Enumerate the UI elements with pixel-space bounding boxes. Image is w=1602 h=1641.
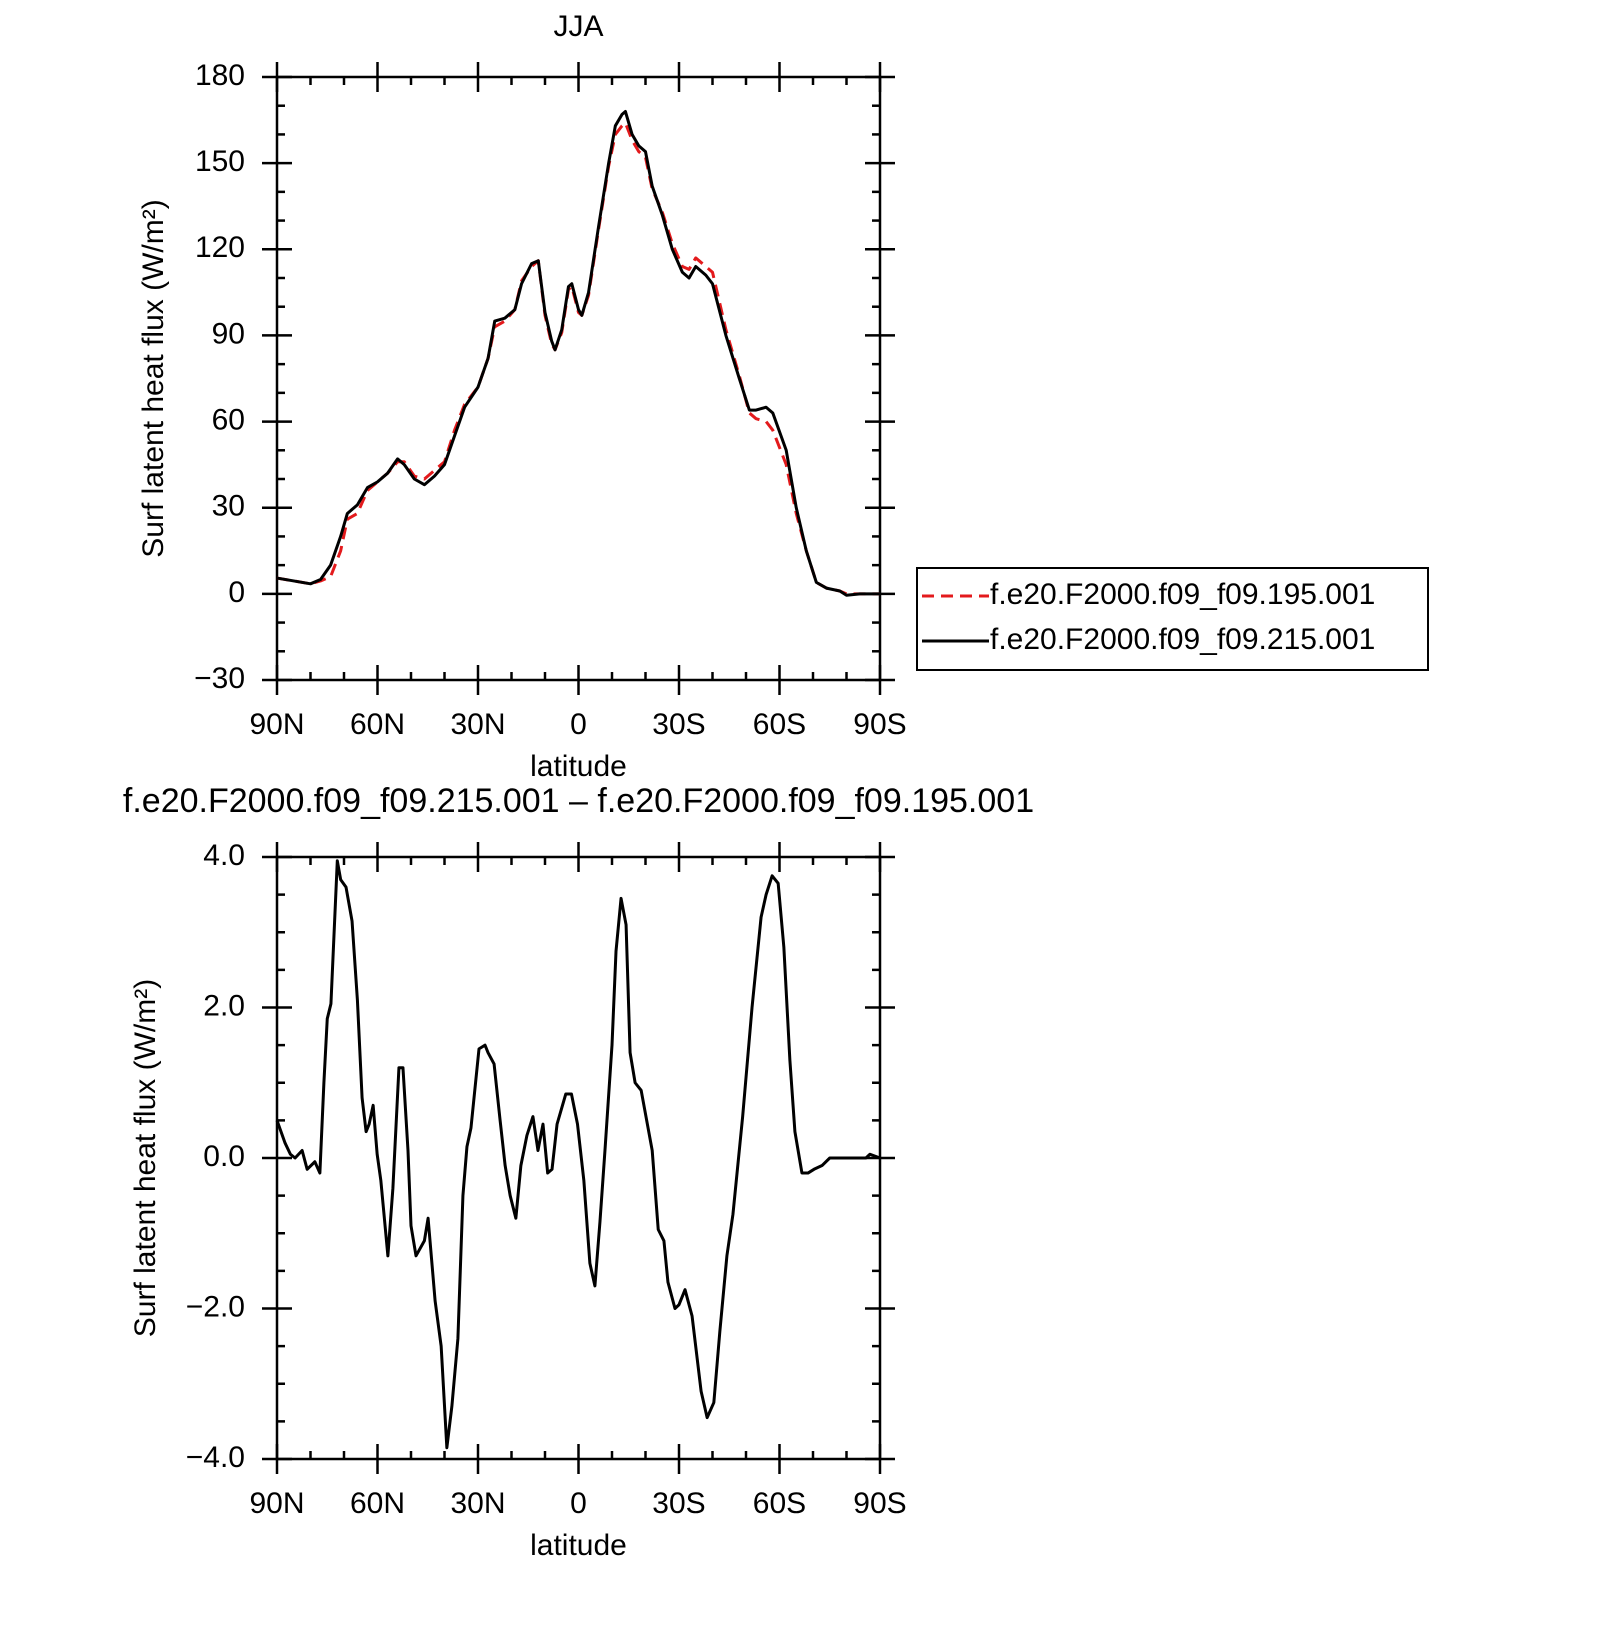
x-tick-label: 60S (753, 708, 806, 741)
x-axis-label: latitude (530, 1529, 627, 1562)
y-axis-label: Surf latent heat flux (W/m²) (137, 199, 170, 557)
legend-label: f.e20.F2000.f09_f09.215.001 (990, 623, 1375, 656)
y-tick-label: 0.0 (203, 1140, 245, 1173)
data-line (275, 859, 881, 1450)
x-tick-label: 90S (853, 708, 906, 741)
y-tick-label: 2.0 (203, 989, 245, 1022)
x-tick-label: 30S (652, 1487, 705, 1520)
x-tick-label: 60N (350, 1487, 405, 1520)
y-tick-label: 150 (195, 145, 245, 178)
legend-box (916, 567, 1429, 671)
legend-label: f.e20.F2000.f09_f09.195.001 (990, 578, 1375, 611)
y-tick-label: 90 (212, 317, 245, 350)
y-tick-label: 0 (228, 576, 245, 609)
x-tick-label: 30N (450, 708, 505, 741)
y-axis-label: Surf latent heat flux (W/m²) (129, 979, 162, 1337)
x-tick-label: 90N (249, 708, 304, 741)
x-tick-label: 30N (450, 1487, 505, 1520)
y-tick-label: 60 (212, 403, 245, 436)
chart-title: f.e20.F2000.f09_f09.215.001 – f.e20.F200… (123, 782, 1034, 820)
data-line (276, 121, 880, 596)
y-tick-label: 120 (195, 231, 245, 264)
chart-title: JJA (553, 10, 603, 43)
x-axis-label: latitude (530, 750, 627, 783)
plot-frame (275, 855, 882, 1461)
plot-frame (275, 75, 882, 682)
x-tick-label: 30S (652, 708, 705, 741)
x-tick-label: 90S (853, 1487, 906, 1520)
x-tick-label: 60S (753, 1487, 806, 1520)
x-tick-label: 0 (570, 708, 587, 741)
y-tick-label: 30 (212, 490, 245, 523)
y-tick-label: −2.0 (186, 1290, 245, 1323)
y-tick-label: 4.0 (203, 839, 245, 872)
x-tick-label: 60N (350, 708, 405, 741)
x-tick-label: 90N (249, 1487, 304, 1520)
y-tick-label: −4.0 (186, 1441, 245, 1474)
y-tick-label: −30 (194, 662, 245, 695)
data-line (276, 109, 880, 597)
x-tick-label: 0 (570, 1487, 587, 1520)
y-tick-label: 180 (195, 59, 245, 92)
